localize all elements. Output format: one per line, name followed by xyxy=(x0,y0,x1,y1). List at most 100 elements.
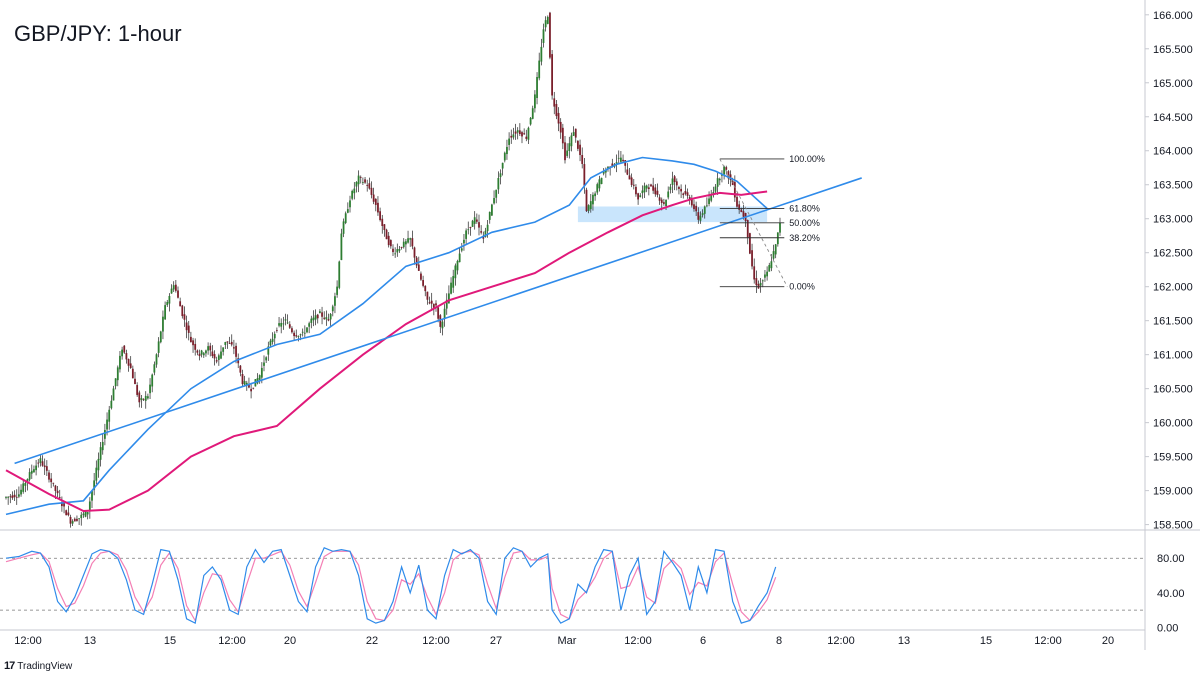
candle-body xyxy=(86,512,89,515)
fib-level-label: 100.00% xyxy=(789,154,825,164)
candle-body xyxy=(669,186,672,190)
candle-body xyxy=(129,363,132,368)
candle-body xyxy=(555,103,558,117)
candle-body xyxy=(220,351,222,359)
candle-body xyxy=(426,291,429,300)
candle-body xyxy=(768,265,771,272)
candle-body xyxy=(733,182,736,198)
candle-body xyxy=(523,133,526,135)
candle-body xyxy=(738,204,741,210)
candle-body xyxy=(157,341,160,353)
candle-body xyxy=(278,323,280,326)
candle-body xyxy=(516,130,519,133)
candle-body xyxy=(746,220,749,238)
candle-body xyxy=(628,175,631,180)
fib-level-label: 38.20% xyxy=(789,233,820,243)
candle-body xyxy=(514,131,517,134)
candle-body xyxy=(495,189,498,198)
candle-body xyxy=(228,343,231,344)
trendline xyxy=(14,177,862,465)
stochastic-pane[interactable] xyxy=(0,547,1145,624)
candle-body xyxy=(729,174,732,180)
candle-body xyxy=(299,334,302,336)
candle-body xyxy=(626,169,629,175)
candle-body xyxy=(551,54,553,96)
candle-body xyxy=(338,261,341,288)
price-tick-label: 165.500 xyxy=(1153,44,1193,56)
candle-body xyxy=(684,191,687,194)
stoch-tick-label: 0.00 xyxy=(1157,622,1178,634)
candle-body xyxy=(194,343,197,350)
candle-body xyxy=(308,323,311,327)
candle-body xyxy=(284,319,287,321)
candle-body xyxy=(368,183,371,189)
candle-body xyxy=(413,247,416,258)
stoch-tick-label: 80.00 xyxy=(1157,553,1185,565)
candle-body xyxy=(637,193,639,200)
candle-body xyxy=(723,166,725,175)
candle-body xyxy=(108,409,111,422)
candle-body xyxy=(680,188,682,192)
candle-body xyxy=(164,305,166,320)
candle-body xyxy=(553,98,556,107)
candle-body xyxy=(56,490,59,494)
candle-body xyxy=(718,178,721,181)
chart-title: GBP/JPY: 1-hour xyxy=(14,21,182,46)
candle-body xyxy=(387,235,390,246)
candle-body xyxy=(417,264,420,271)
candle-body xyxy=(377,202,379,213)
candle-body xyxy=(39,458,42,463)
price-tick-label: 163.500 xyxy=(1153,180,1193,192)
candle-body xyxy=(336,286,338,295)
candle-body xyxy=(97,458,100,471)
candle-body xyxy=(190,336,192,343)
candle-body xyxy=(501,162,504,169)
tradingview-mark-icon: 17 xyxy=(4,660,15,672)
candle-body xyxy=(761,280,764,282)
candle-body xyxy=(198,353,201,356)
time-tick-label: 12:00 xyxy=(218,635,246,647)
candle-body xyxy=(265,357,268,361)
candle-body xyxy=(101,441,104,451)
candle-body xyxy=(202,353,205,356)
candle-body xyxy=(478,222,480,228)
tradingview-logo[interactable]: 17 TradingView xyxy=(4,660,72,672)
candle-body xyxy=(364,179,366,183)
candle-body xyxy=(170,288,173,294)
stoch-tick-label: 40.00 xyxy=(1157,588,1185,600)
candle-body xyxy=(200,350,203,355)
price-tick-label: 159.000 xyxy=(1153,486,1193,498)
candle-body xyxy=(372,194,375,202)
candle-body xyxy=(26,478,29,483)
candle-body xyxy=(396,249,399,253)
candle-body xyxy=(241,374,244,385)
candle-body xyxy=(286,322,289,324)
candle-body xyxy=(381,218,384,227)
candle-body xyxy=(402,241,405,248)
time-tick-label: 12:00 xyxy=(624,635,652,647)
candle-body xyxy=(329,314,332,320)
candle-body xyxy=(355,181,358,187)
candle-body xyxy=(690,197,693,206)
candle-body xyxy=(635,186,637,195)
candle-body xyxy=(503,152,506,161)
candle-body xyxy=(351,190,354,199)
candle-body xyxy=(321,312,323,317)
candle-body xyxy=(134,378,136,385)
candle-body xyxy=(467,229,470,231)
candle-body xyxy=(138,392,141,403)
stoch-d-line xyxy=(5,550,777,622)
candle-body xyxy=(510,135,513,138)
candle-body xyxy=(645,185,648,189)
candle-body xyxy=(151,374,154,387)
candle-body xyxy=(671,178,674,186)
candle-body xyxy=(159,331,162,343)
candle-body xyxy=(20,489,22,495)
candle-body xyxy=(420,273,422,280)
candle-body xyxy=(757,283,760,289)
candle-body xyxy=(344,213,347,223)
candle-body xyxy=(641,190,644,194)
time-tick-label: 22 xyxy=(366,635,378,647)
price-pane[interactable]: 100.00% 61.80% 50.00% 38.20% 0.00% xyxy=(5,11,862,528)
time-tick-label: 20 xyxy=(284,635,296,647)
